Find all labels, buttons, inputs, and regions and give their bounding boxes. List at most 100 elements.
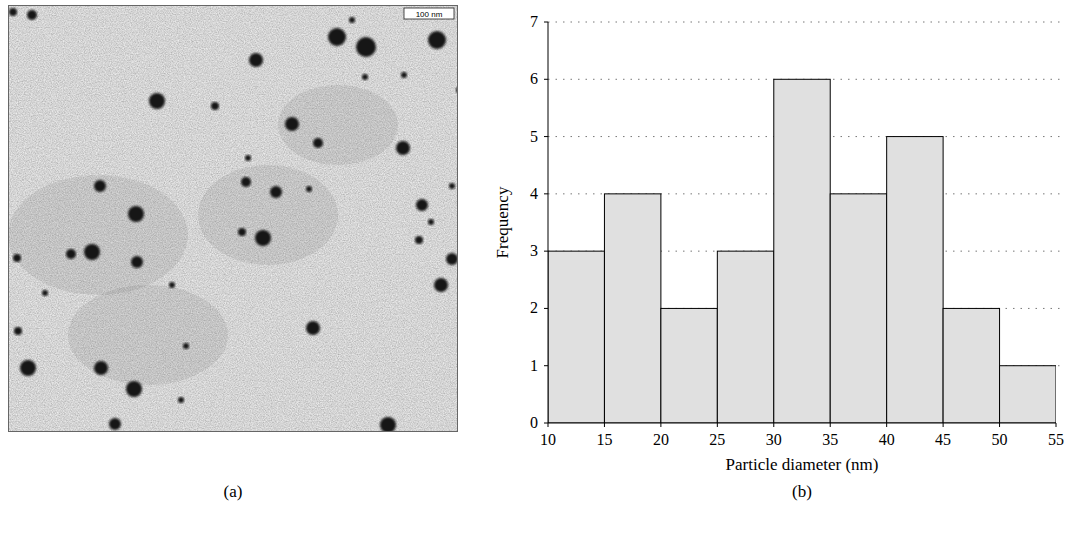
particle xyxy=(285,117,299,131)
particle xyxy=(255,230,271,246)
particle xyxy=(306,186,312,192)
particle xyxy=(245,155,251,161)
particle xyxy=(428,31,446,49)
x-tick-label: 35 xyxy=(822,431,838,448)
x-tick xyxy=(943,423,944,427)
micrograph-shade xyxy=(68,285,228,385)
x-tick xyxy=(660,423,661,427)
x-tick xyxy=(830,423,831,427)
micrograph: 100 nm xyxy=(8,5,458,432)
y-tick-label: 6 xyxy=(530,70,538,87)
x-axis-title: Particle diameter (nm) xyxy=(726,455,879,474)
y-tick xyxy=(544,22,548,23)
bar xyxy=(661,308,717,423)
particle xyxy=(94,180,106,192)
particle xyxy=(241,177,251,187)
y-tick-label: 5 xyxy=(530,128,538,145)
y-tick xyxy=(544,136,548,137)
grid-line xyxy=(548,22,1064,23)
particle xyxy=(131,256,143,268)
bar xyxy=(774,79,830,423)
particle xyxy=(238,228,246,236)
micrograph-shade xyxy=(198,165,338,265)
particle xyxy=(42,290,48,296)
particle xyxy=(13,254,21,262)
particle xyxy=(94,361,108,375)
particle xyxy=(306,321,320,335)
particle xyxy=(249,53,263,67)
x-axis xyxy=(548,423,1056,424)
particle xyxy=(27,10,37,20)
y-tick-label: 3 xyxy=(530,242,538,259)
bar xyxy=(548,251,604,423)
x-tick xyxy=(886,423,887,427)
bar xyxy=(604,194,660,423)
y-tick xyxy=(544,79,548,80)
particle xyxy=(428,219,434,225)
x-tick xyxy=(999,423,1000,427)
y-tick xyxy=(544,365,548,366)
y-tick-label: 2 xyxy=(530,299,538,316)
y-axis xyxy=(548,22,549,423)
x-tick-label: 25 xyxy=(709,431,725,448)
particle xyxy=(356,37,376,57)
x-tick-label: 15 xyxy=(596,431,612,448)
x-tick xyxy=(1056,423,1057,427)
y-tick xyxy=(544,423,548,424)
y-tick-label: 0 xyxy=(530,414,538,431)
x-tick xyxy=(548,423,549,427)
particle xyxy=(446,253,458,265)
particle xyxy=(14,327,22,335)
particle xyxy=(169,282,175,288)
particle xyxy=(126,381,142,397)
particle xyxy=(84,244,100,260)
micrograph-ground xyxy=(8,5,458,432)
y-tick-label: 1 xyxy=(530,357,538,374)
particle xyxy=(149,93,165,109)
particle xyxy=(328,28,346,46)
particle xyxy=(109,418,121,430)
x-tick-label: 40 xyxy=(879,431,895,448)
particle xyxy=(178,397,184,403)
particle xyxy=(211,102,219,110)
scale-bar-label: 100 nm xyxy=(416,10,443,19)
x-tick-label: 45 xyxy=(935,431,951,448)
particle xyxy=(128,206,144,222)
y-tick xyxy=(544,251,548,252)
panel-label: (a) xyxy=(224,482,243,501)
figure: 100 nm(a)0123456710152025303540455055Par… xyxy=(0,0,1076,533)
particle xyxy=(401,72,407,78)
micrograph-shade xyxy=(8,175,188,295)
particle xyxy=(380,417,396,432)
x-tick-label: 10 xyxy=(540,431,556,448)
x-tick xyxy=(717,423,718,427)
y-tick xyxy=(544,308,548,309)
bar xyxy=(887,137,943,423)
x-tick xyxy=(773,423,774,427)
y-tick-label: 4 xyxy=(530,185,538,202)
particle xyxy=(313,138,323,148)
micrograph-frame xyxy=(9,6,458,432)
micrograph-shade xyxy=(278,85,398,165)
particle xyxy=(434,278,448,292)
x-tick-label: 50 xyxy=(992,431,1008,448)
particle xyxy=(416,199,428,211)
y-tick xyxy=(544,193,548,194)
x-tick-label: 55 xyxy=(1048,431,1064,448)
bar xyxy=(717,251,773,423)
y-tick-label: 7 xyxy=(530,13,538,30)
x-tick-label: 20 xyxy=(653,431,669,448)
bar xyxy=(830,194,886,423)
particle xyxy=(396,141,410,155)
x-tick-label: 30 xyxy=(766,431,782,448)
particle xyxy=(9,8,17,16)
particle xyxy=(349,17,355,23)
scale-bar-box xyxy=(404,8,454,19)
particle xyxy=(449,183,455,189)
particle xyxy=(66,249,76,259)
particle xyxy=(415,236,423,244)
particle xyxy=(20,360,36,376)
micrograph-texture xyxy=(8,5,458,432)
particle xyxy=(183,343,189,349)
bars xyxy=(548,79,1056,423)
